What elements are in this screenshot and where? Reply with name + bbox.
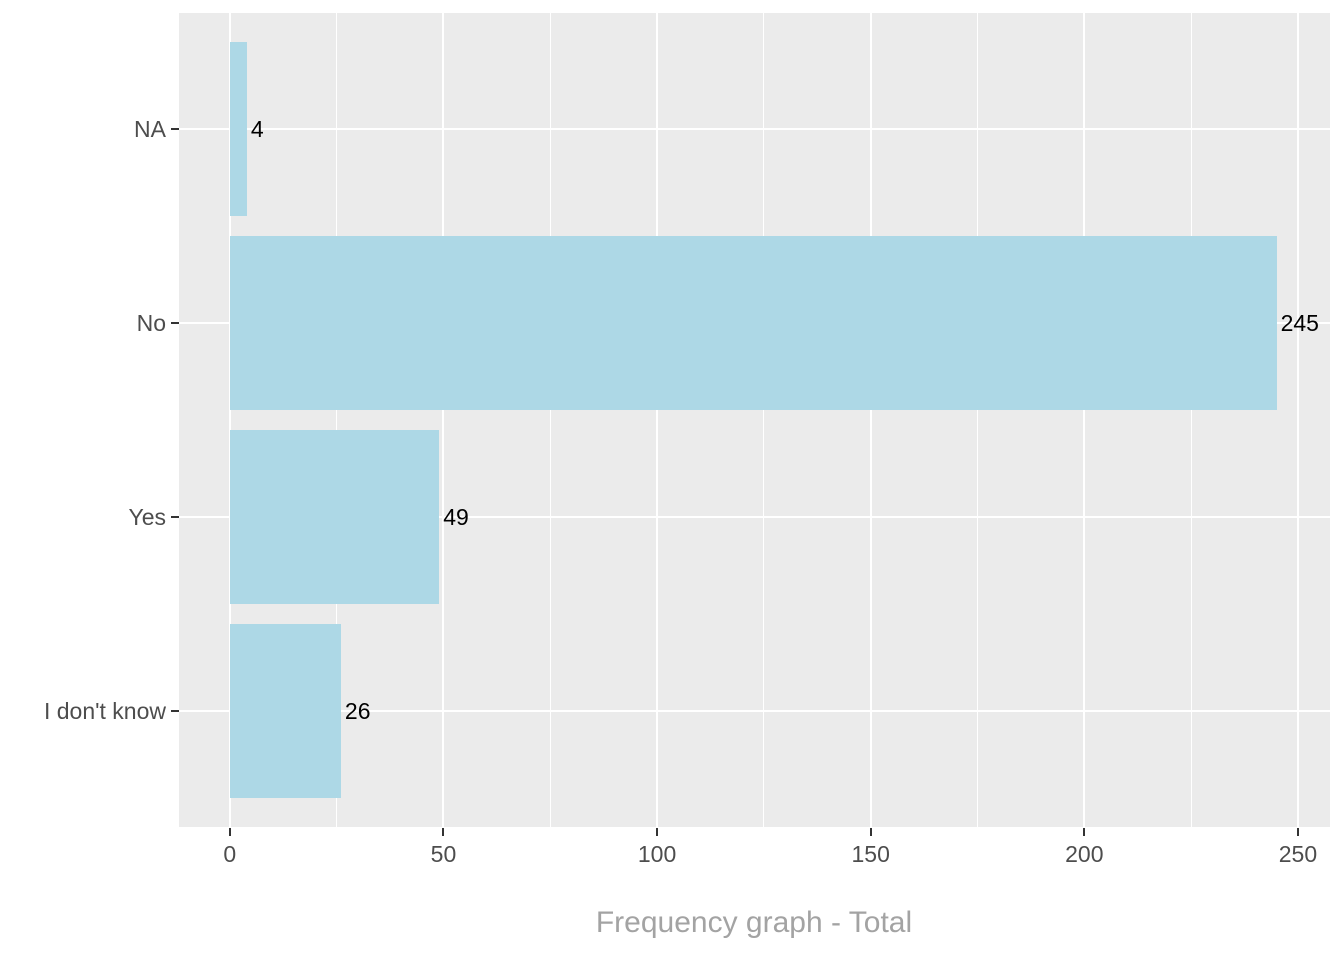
x-axis-tick-mark — [442, 828, 445, 836]
gridline-major-vertical — [869, 13, 872, 827]
gridline-major-horizontal — [179, 515, 1330, 518]
gridline-major-horizontal — [179, 128, 1330, 131]
y-axis-tick-mark — [171, 709, 179, 712]
plot-panel — [179, 13, 1330, 827]
bar-value-label: 245 — [1280, 310, 1319, 337]
gridline-major-horizontal — [179, 709, 1330, 712]
gridline-major-vertical — [1296, 13, 1299, 827]
x-axis-tick-label: 100 — [637, 841, 677, 867]
y-axis-label: No — [136, 310, 166, 337]
y-axis-tick-mark — [171, 515, 179, 518]
gridline-minor-vertical — [977, 13, 979, 827]
y-axis-label: Yes — [128, 503, 166, 530]
y-axis-tick-mark — [171, 322, 179, 325]
y-axis-tick-mark — [171, 128, 179, 131]
x-axis-tick-mark — [869, 828, 872, 836]
gridline-major-vertical — [442, 13, 445, 827]
gridline-minor-vertical — [549, 13, 551, 827]
gridline-minor-vertical — [336, 13, 338, 827]
x-axis-title: Frequency graph - Total — [595, 906, 913, 939]
bar-value-label: 26 — [344, 697, 371, 724]
x-axis-tick-mark — [228, 828, 231, 836]
bar-na — [229, 42, 247, 217]
gridline-minor-vertical — [1190, 13, 1192, 827]
gridline-major-vertical — [1083, 13, 1086, 827]
bar-value-label: 49 — [443, 503, 469, 530]
y-axis-label: I don't know — [43, 697, 166, 724]
x-axis-tick-label: 200 — [1065, 841, 1104, 867]
x-axis-tick-label: 150 — [851, 841, 890, 867]
x-axis-tick-mark — [1083, 828, 1086, 836]
bar-no — [229, 235, 1277, 411]
bar-i-don-t-know — [229, 623, 341, 798]
x-axis-tick-label: 250 — [1278, 841, 1318, 867]
bar-value-label: 4 — [250, 116, 264, 143]
gridline-minor-vertical — [763, 13, 765, 827]
x-axis-tick-label: 50 — [430, 841, 457, 867]
bar-yes — [229, 429, 440, 605]
gridline-major-vertical — [656, 13, 659, 827]
y-axis-label: NA — [134, 116, 166, 143]
x-axis-tick-mark — [656, 828, 659, 836]
gridline-major-vertical — [228, 13, 231, 827]
x-axis-tick-label: 0 — [223, 841, 237, 867]
x-axis-tick-mark — [1296, 828, 1299, 836]
